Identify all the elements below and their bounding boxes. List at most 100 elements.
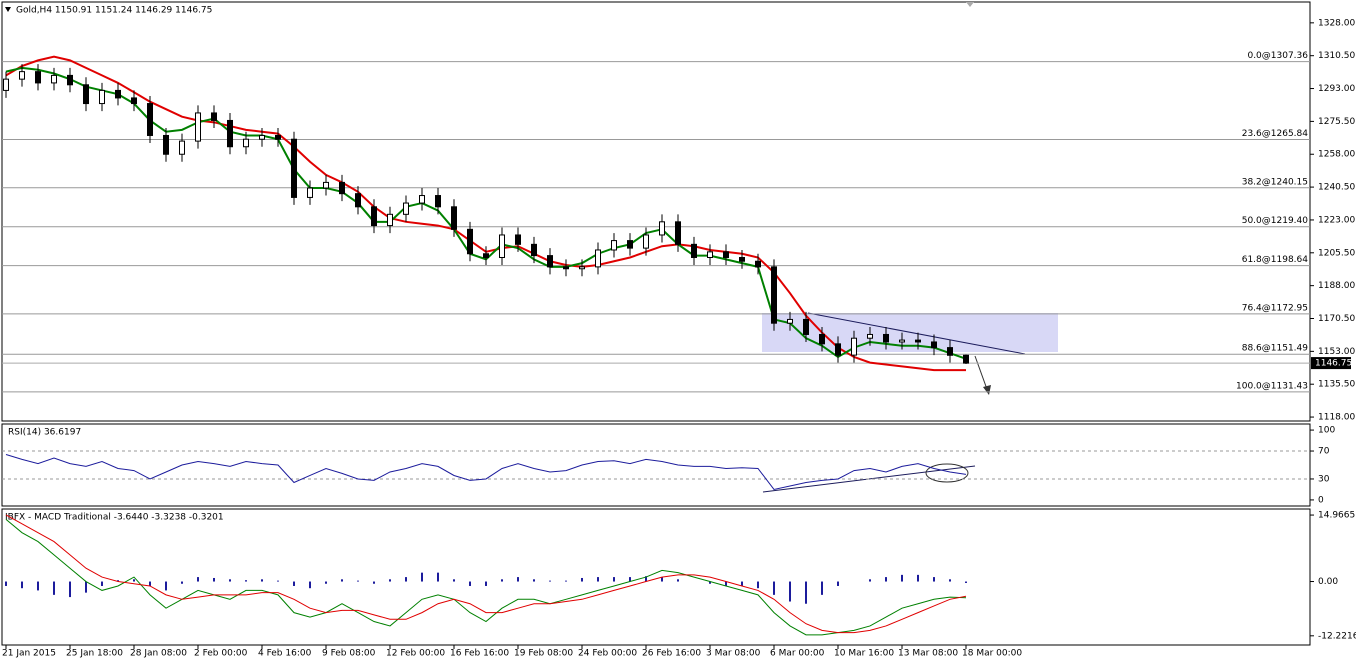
histogram-bar: [581, 577, 583, 582]
candle-body: [883, 333, 889, 343]
histogram-bar: [789, 581, 791, 602]
x-tick-label: 2 Feb 00:00: [194, 649, 248, 659]
histogram-bar: [229, 579, 231, 582]
current-price-box: [1311, 357, 1351, 370]
histogram-bar: [741, 581, 743, 586]
histogram-bar: [197, 577, 199, 582]
candle-body: [675, 221, 681, 245]
histogram-bar: [629, 577, 631, 582]
candle-body: [291, 138, 297, 198]
histogram-bar: [341, 579, 343, 582]
histogram-bar: [117, 580, 119, 582]
histogram-bar: [469, 581, 471, 586]
fib-label: 38.2@1240.15: [1242, 177, 1308, 187]
candle-body: [83, 84, 89, 105]
y-tick-label: 1205.50: [1318, 248, 1355, 258]
candle-body: [499, 234, 505, 258]
candle-body: [419, 195, 425, 204]
histogram-bar: [661, 577, 663, 582]
histogram-bar: [597, 577, 599, 582]
candle-body: [435, 195, 441, 208]
histogram-bar: [85, 581, 87, 593]
fib-label: 23.6@1265.84: [1242, 129, 1309, 139]
candle-body: [99, 89, 105, 105]
candle-body: [211, 112, 217, 121]
candle-body: [659, 221, 665, 236]
x-tick-label: 12 Feb 00:00: [386, 649, 445, 659]
fib-label: 61.8@1198.64: [1242, 255, 1309, 265]
fib-label: 100.0@1131.43: [1236, 381, 1308, 391]
candle-body: [595, 249, 601, 268]
histogram-bar: [725, 581, 727, 586]
y-tick-label: -12.2216: [1318, 631, 1356, 641]
histogram-bar: [645, 576, 647, 582]
y-tick-label: 1258.00: [1318, 150, 1355, 160]
histogram-bar: [277, 580, 279, 582]
histogram-bar: [53, 581, 55, 595]
candle-body: [163, 134, 169, 155]
candle-body: [803, 318, 809, 335]
candle-body: [371, 206, 377, 227]
y-tick-label: 1293.00: [1318, 84, 1355, 94]
fib-label: 50.0@1219.40: [1242, 216, 1309, 226]
candle-body: [947, 347, 953, 356]
y-tick-label: 70: [1318, 447, 1330, 457]
arrow-head: [983, 385, 991, 395]
candle-body: [899, 339, 905, 343]
x-tick-label: 24 Feb 00:00: [578, 649, 637, 659]
candle-body: [403, 202, 409, 215]
x-tick-label: 16 Feb 16:00: [450, 649, 509, 659]
histogram-bar: [837, 581, 839, 586]
histogram-bar: [485, 581, 487, 586]
x-tick-label: 10 Mar 16:00: [834, 649, 894, 659]
candle-body: [179, 140, 185, 155]
histogram-bar: [565, 580, 567, 582]
x-tick-label: 18 Mar 00:00: [962, 649, 1022, 659]
histogram-bar: [501, 579, 503, 582]
histogram-bar: [805, 581, 807, 604]
trend-line: [807, 312, 1026, 355]
candle-body: [531, 243, 537, 257]
histogram-bar: [389, 579, 391, 582]
y-tick-label: 100: [1318, 426, 1335, 436]
y-tick-label: 0: [1318, 495, 1324, 505]
histogram-bar: [165, 581, 167, 591]
candle-body: [307, 187, 313, 198]
macd-title: IBFX - MACD Traditional -3.6440 -3.3238 …: [5, 513, 224, 523]
macd-line: [5, 518, 967, 636]
histogram-bar: [309, 581, 311, 589]
histogram-bar: [933, 577, 935, 582]
candle-body: [147, 103, 153, 136]
candle-body: [259, 134, 265, 140]
chart-title: Gold,H4 1150.91 1151.24 1146.29 1146.75: [16, 6, 212, 16]
histogram-bar: [517, 577, 519, 582]
y-tick-label: 1223.00: [1318, 215, 1355, 225]
histogram-bar: [181, 581, 183, 584]
x-tick-label: 4 Feb 16:00: [258, 649, 312, 659]
fib-label: 76.4@1172.95: [1242, 303, 1308, 313]
candle-body: [355, 193, 361, 208]
histogram-bar: [677, 579, 679, 582]
y-tick-label: 1275.50: [1318, 117, 1355, 127]
x-tick-label: 26 Feb 16:00: [642, 649, 701, 659]
histogram-bar: [293, 581, 295, 586]
candle-body: [243, 138, 249, 148]
candle-body: [931, 341, 937, 349]
candle-body: [787, 318, 793, 324]
histogram-bar: [949, 579, 951, 582]
candle-body: [115, 89, 121, 99]
y-tick-label: 1188.00: [1318, 281, 1355, 291]
candle-body: [579, 266, 585, 270]
candle-body: [771, 266, 777, 324]
histogram-bar: [21, 581, 23, 589]
x-tick-label: 19 Feb 08:00: [514, 649, 573, 659]
candle-body: [515, 234, 521, 245]
histogram-bar: [901, 574, 903, 582]
x-tick-label: 6 Mar 00:00: [770, 649, 825, 659]
fib-label: 88.6@1151.49: [1242, 344, 1309, 354]
histogram-bar: [133, 579, 135, 582]
histogram-bar: [357, 580, 359, 582]
candle-body: [35, 71, 41, 84]
